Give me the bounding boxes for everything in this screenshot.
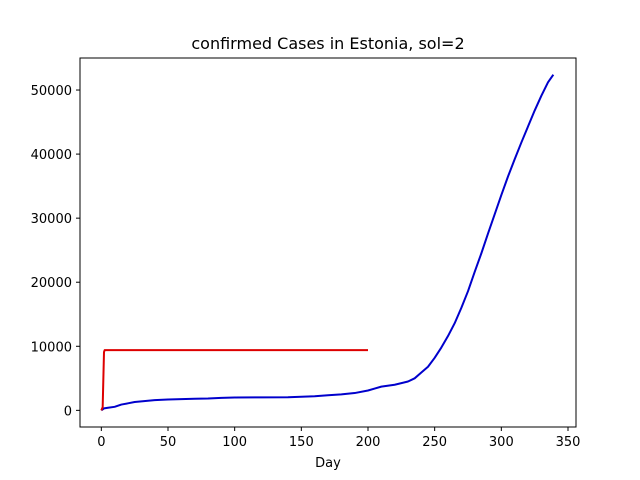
y-tick-label: 40000 [31,148,72,163]
axes-frame [79,57,577,428]
series-line-1 [100,74,555,412]
x-tick-label: 200 [356,435,381,450]
x-tick-label: 0 [97,435,105,450]
x-axis-label: Day [315,456,341,471]
y-tick-label: 50000 [31,84,72,99]
y-axis: 0 10000 20000 30000 40000 50000 [31,84,80,419]
plot-area [100,74,555,412]
y-tick-label: 20000 [31,276,72,291]
chart-title: confirmed Cases in Estonia, sol=2 [191,34,464,53]
series-line-2 [100,349,368,411]
x-tick-label: 250 [422,435,447,450]
x-tick-label: 150 [289,435,314,450]
y-tick-label: 30000 [31,212,72,227]
y-tick-label: 10000 [31,340,72,355]
x-tick-label: 100 [222,435,247,450]
y-tick-label: 0 [64,404,72,419]
x-tick-label: 50 [160,435,177,450]
x-tick-label: 350 [556,435,581,450]
x-axis: 0 50 100 150 200 250 300 350 [97,427,580,450]
x-tick-label: 300 [489,435,514,450]
